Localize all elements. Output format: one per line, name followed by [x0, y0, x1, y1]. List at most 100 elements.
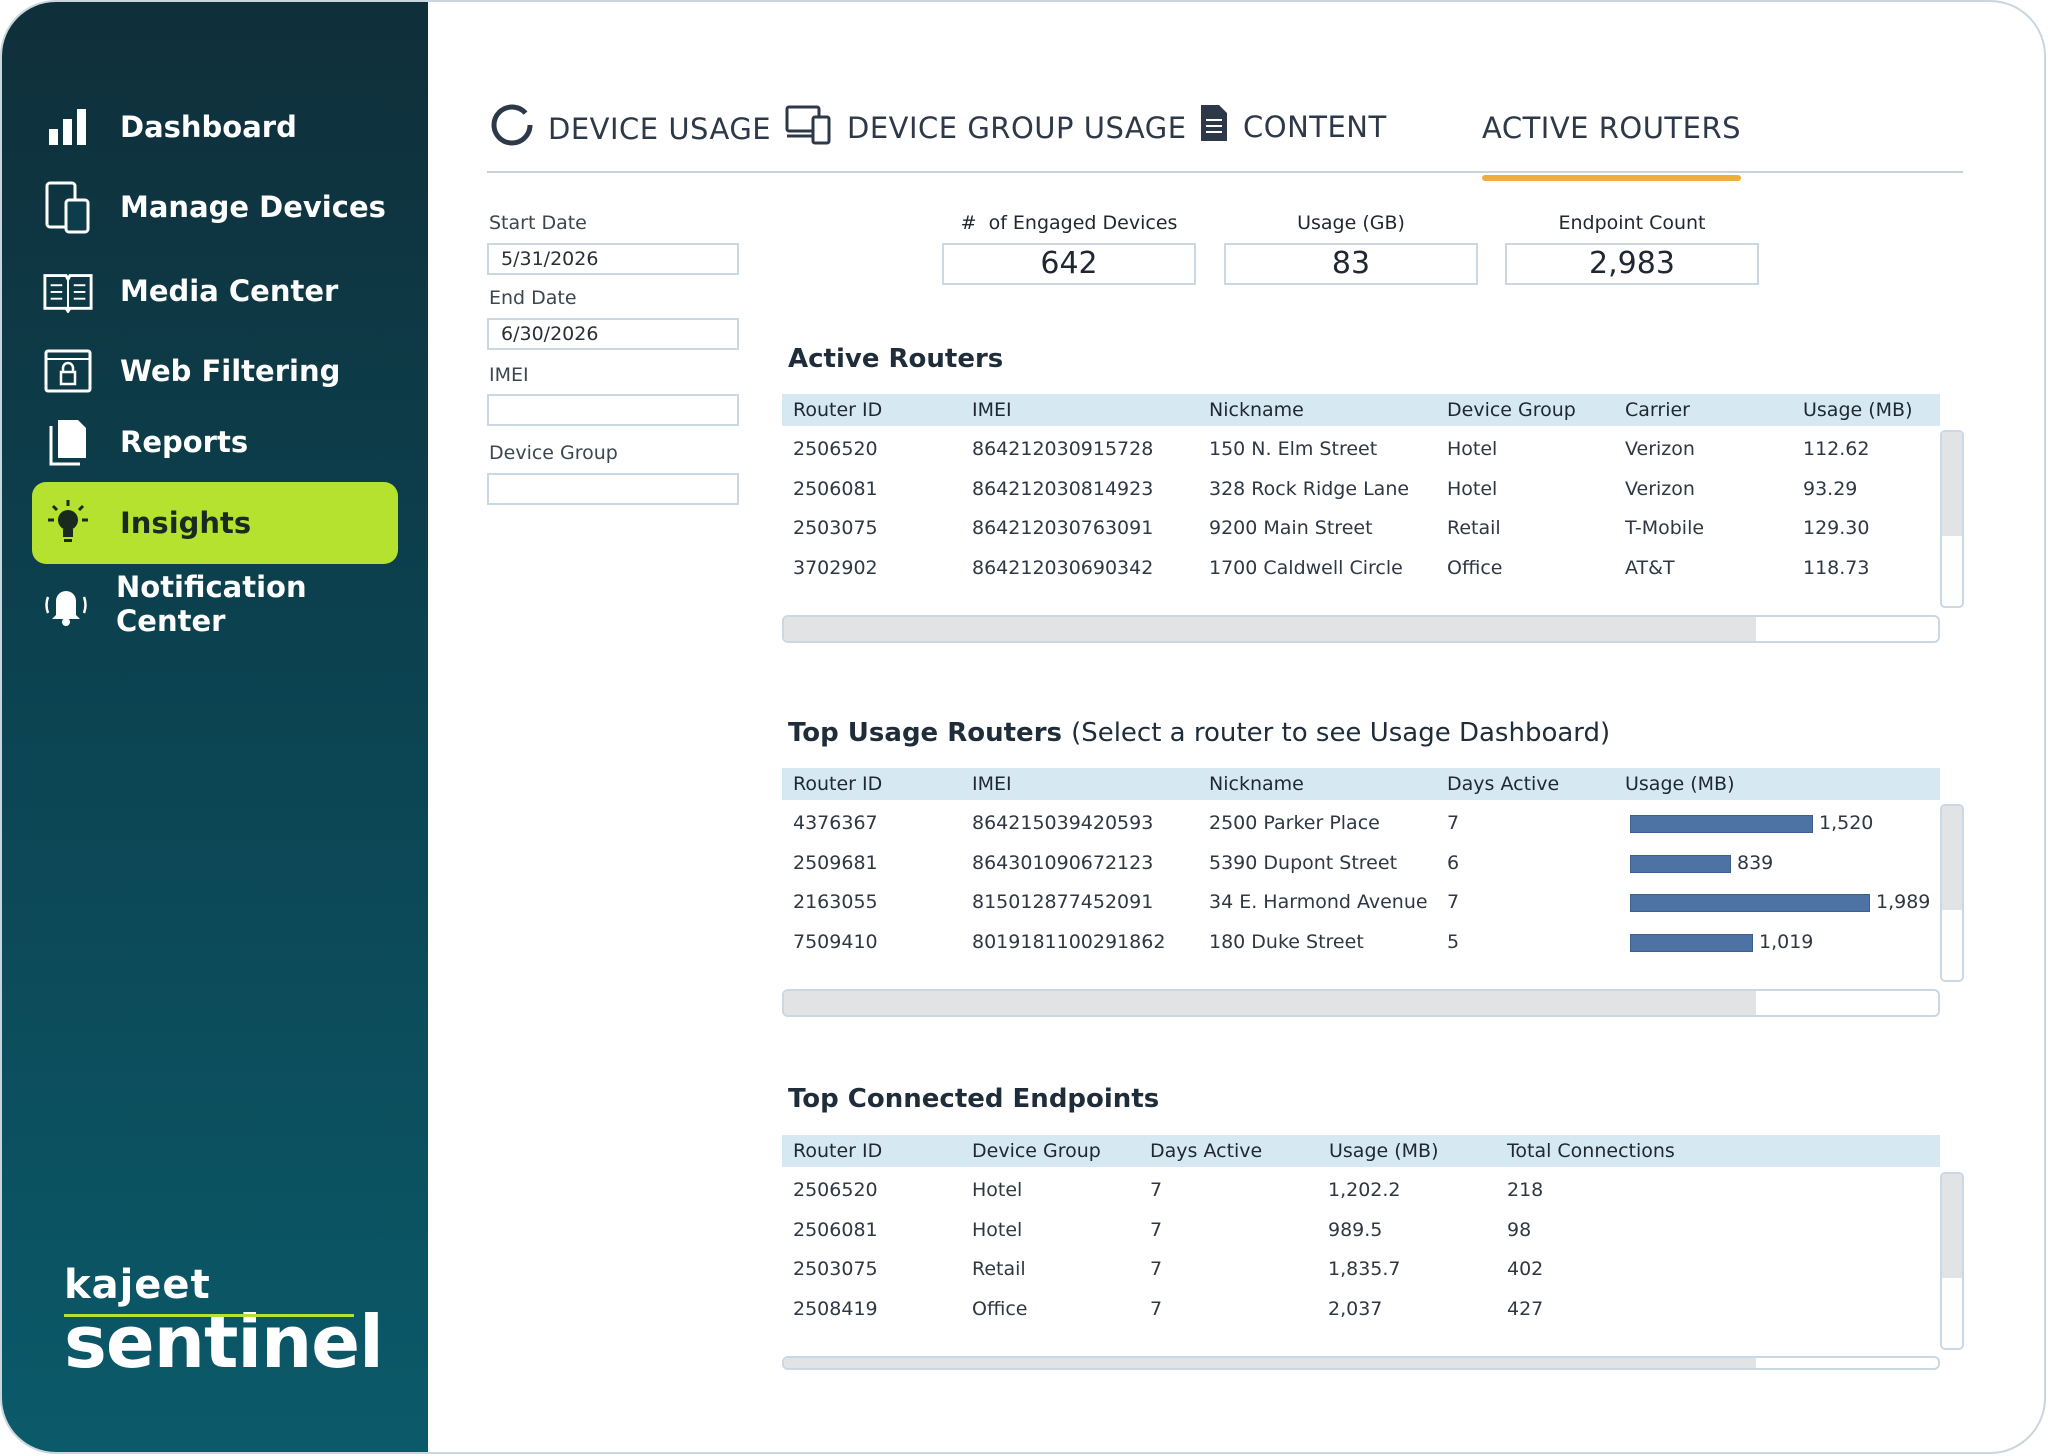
table-cell: 864212030763091 — [972, 517, 1154, 539]
kpi-engaged-devices-value: 642 — [942, 243, 1196, 285]
top-usage-header: Router ID IMEI Nickname Days Active Usag… — [782, 768, 1940, 800]
column-header: Carrier — [1625, 399, 1690, 421]
start-date-field[interactable]: 5/31/2026 — [487, 243, 739, 275]
table-cell: 6 — [1447, 851, 1460, 874]
table-cell: 328 Rock Ridge Lane — [1209, 477, 1410, 500]
tab-label: DEVICE GROUP USAGE — [847, 110, 1187, 145]
usage-bar — [1630, 933, 1753, 952]
sidebar: Dashboard Manage Devices Media Center We… — [2, 2, 428, 1452]
column-header: Device Group — [972, 1140, 1101, 1162]
table-cell: 2506081 — [793, 477, 878, 500]
table-cell: Verizon — [1625, 477, 1695, 500]
table-cell: 7 — [1150, 1297, 1163, 1320]
scroll-thumb[interactable] — [784, 617, 1756, 641]
usage-bar — [1630, 854, 1731, 873]
scroll-thumb[interactable] — [784, 991, 1756, 1015]
table-cell: 118.73 — [1803, 556, 1870, 579]
column-header: Usage (MB) — [1329, 1140, 1439, 1162]
table-cell: 7 — [1447, 891, 1460, 913]
table-cell: 112.62 — [1803, 438, 1870, 460]
sidebar-item-label: Web Filtering — [120, 354, 341, 388]
column-header: Nickname — [1209, 773, 1304, 795]
active-routers-title: Active Routers — [788, 344, 1004, 374]
column-header: Router ID — [793, 773, 883, 795]
table-cell: AT&T — [1625, 556, 1675, 579]
table-cell: 989.5 — [1328, 1218, 1383, 1241]
tab-device-group-usage[interactable]: DEVICE GROUP USAGE — [785, 103, 1187, 152]
table-cell: 9200 Main Street — [1209, 517, 1373, 539]
table-cell: 864212030690342 — [972, 556, 1154, 579]
sidebar-item-label: Reports — [120, 425, 249, 459]
table-cell: 864215039420593 — [972, 812, 1154, 834]
end-date-label: End Date — [489, 287, 577, 309]
table-cell: 2503075 — [793, 1258, 878, 1280]
table-cell: 4376367 — [793, 812, 878, 834]
table-cell: 1,202.2 — [1328, 1179, 1401, 1201]
table-cell: 7 — [1150, 1218, 1163, 1241]
kpi-endpoint-count-value: 2,983 — [1505, 243, 1759, 285]
tab-bar: DEVICE USAGE DEVICE GROUP USAGE CONTENT … — [487, 97, 1963, 181]
sidebar-item-insights[interactable]: Insights — [32, 482, 398, 564]
table-cell: 5390 Dupont Street — [1209, 851, 1398, 874]
top-usage-title: Top Usage Routers (Select a router to se… — [788, 718, 1610, 748]
table-cell: 98 — [1507, 1218, 1532, 1241]
table-cell: 864212030915728 — [972, 438, 1154, 460]
top-endpoints-title: Top Connected Endpoints — [788, 1084, 1160, 1114]
table-cell: Verizon — [1625, 438, 1695, 460]
document-icon — [1199, 103, 1229, 150]
table-cell: Hotel — [972, 1218, 1023, 1241]
tab-device-usage[interactable]: DEVICE USAGE — [490, 103, 771, 154]
column-header: Router ID — [793, 1140, 883, 1162]
table-cell: 1700 Caldwell Circle — [1209, 556, 1403, 579]
table-cell: Retail — [1447, 517, 1501, 539]
column-header: Nickname — [1209, 399, 1304, 421]
active-routers-vscroll[interactable] — [1940, 430, 1964, 608]
sidebar-item-label: Dashboard — [120, 110, 297, 144]
kpi-engaged-devices-label: # of Engaged Devices — [960, 212, 1178, 234]
top-endpoints-header: Router ID Device Group Days Active Usage… — [782, 1135, 1940, 1167]
table-cell: 402 — [1507, 1258, 1544, 1280]
tab-label: DEVICE USAGE — [548, 111, 772, 146]
top-usage-subtitle: (Select a router to see Usage Dashboard) — [1071, 718, 1611, 748]
top-endpoints-hscroll[interactable] — [782, 1356, 1940, 1370]
table-cell: 2506520 — [793, 1179, 878, 1201]
sidebar-item-label: Insights — [120, 506, 252, 540]
table-cell: 93.29 — [1803, 477, 1858, 500]
bar-chart-icon — [42, 101, 94, 153]
table-cell: Retail — [972, 1258, 1026, 1280]
table-cell: 3702902 — [793, 556, 878, 579]
active-routers-hscroll[interactable] — [782, 615, 1940, 643]
scroll-thumb[interactable] — [784, 1358, 1756, 1368]
active-tab-indicator — [1482, 175, 1742, 181]
scroll-thumb[interactable] — [1942, 806, 1962, 910]
sidebar-item-label: Manage Devices — [120, 190, 386, 224]
top-usage-hscroll[interactable] — [782, 989, 1940, 1017]
sidebar-item-media-center[interactable]: Media Center — [32, 250, 398, 332]
end-date-field[interactable]: 6/30/2026 — [487, 318, 739, 350]
table-cell: 5 — [1447, 930, 1460, 953]
table-cell: 2503075 — [793, 517, 878, 539]
scroll-thumb[interactable] — [1942, 432, 1962, 536]
scroll-thumb[interactable] — [1942, 1174, 1962, 1278]
tab-active-routers[interactable]: ACTIVE ROUTERS — [1482, 111, 1742, 181]
sidebar-item-dashboard[interactable]: Dashboard — [32, 86, 398, 168]
usage-bar-label: 1,019 — [1759, 930, 1814, 953]
sidebar-item-notification-center[interactable]: Notification Center — [32, 563, 398, 645]
brand-logo: kajeet sentinel — [64, 1262, 384, 1384]
sidebar-item-manage-devices[interactable]: Manage Devices — [32, 166, 398, 248]
device-group-field[interactable] — [487, 473, 739, 505]
top-endpoints-vscroll[interactable] — [1940, 1172, 1964, 1350]
table-cell: 2506081 — [793, 1218, 878, 1241]
top-usage-vscroll[interactable] — [1940, 804, 1964, 982]
table-cell: 7 — [1447, 812, 1460, 834]
table-cell: Office — [972, 1297, 1028, 1320]
devices-icon — [42, 181, 94, 234]
tab-content[interactable]: CONTENT — [1199, 103, 1387, 150]
sidebar-item-web-filtering[interactable]: Web Filtering — [32, 330, 398, 412]
usage-bar-label: 1,989 — [1876, 891, 1931, 913]
imei-field[interactable] — [487, 394, 739, 426]
sidebar-item-reports[interactable]: Reports — [32, 401, 398, 483]
column-header: IMEI — [972, 399, 1012, 421]
document-icon — [42, 416, 94, 468]
table-cell: 7 — [1150, 1258, 1163, 1280]
